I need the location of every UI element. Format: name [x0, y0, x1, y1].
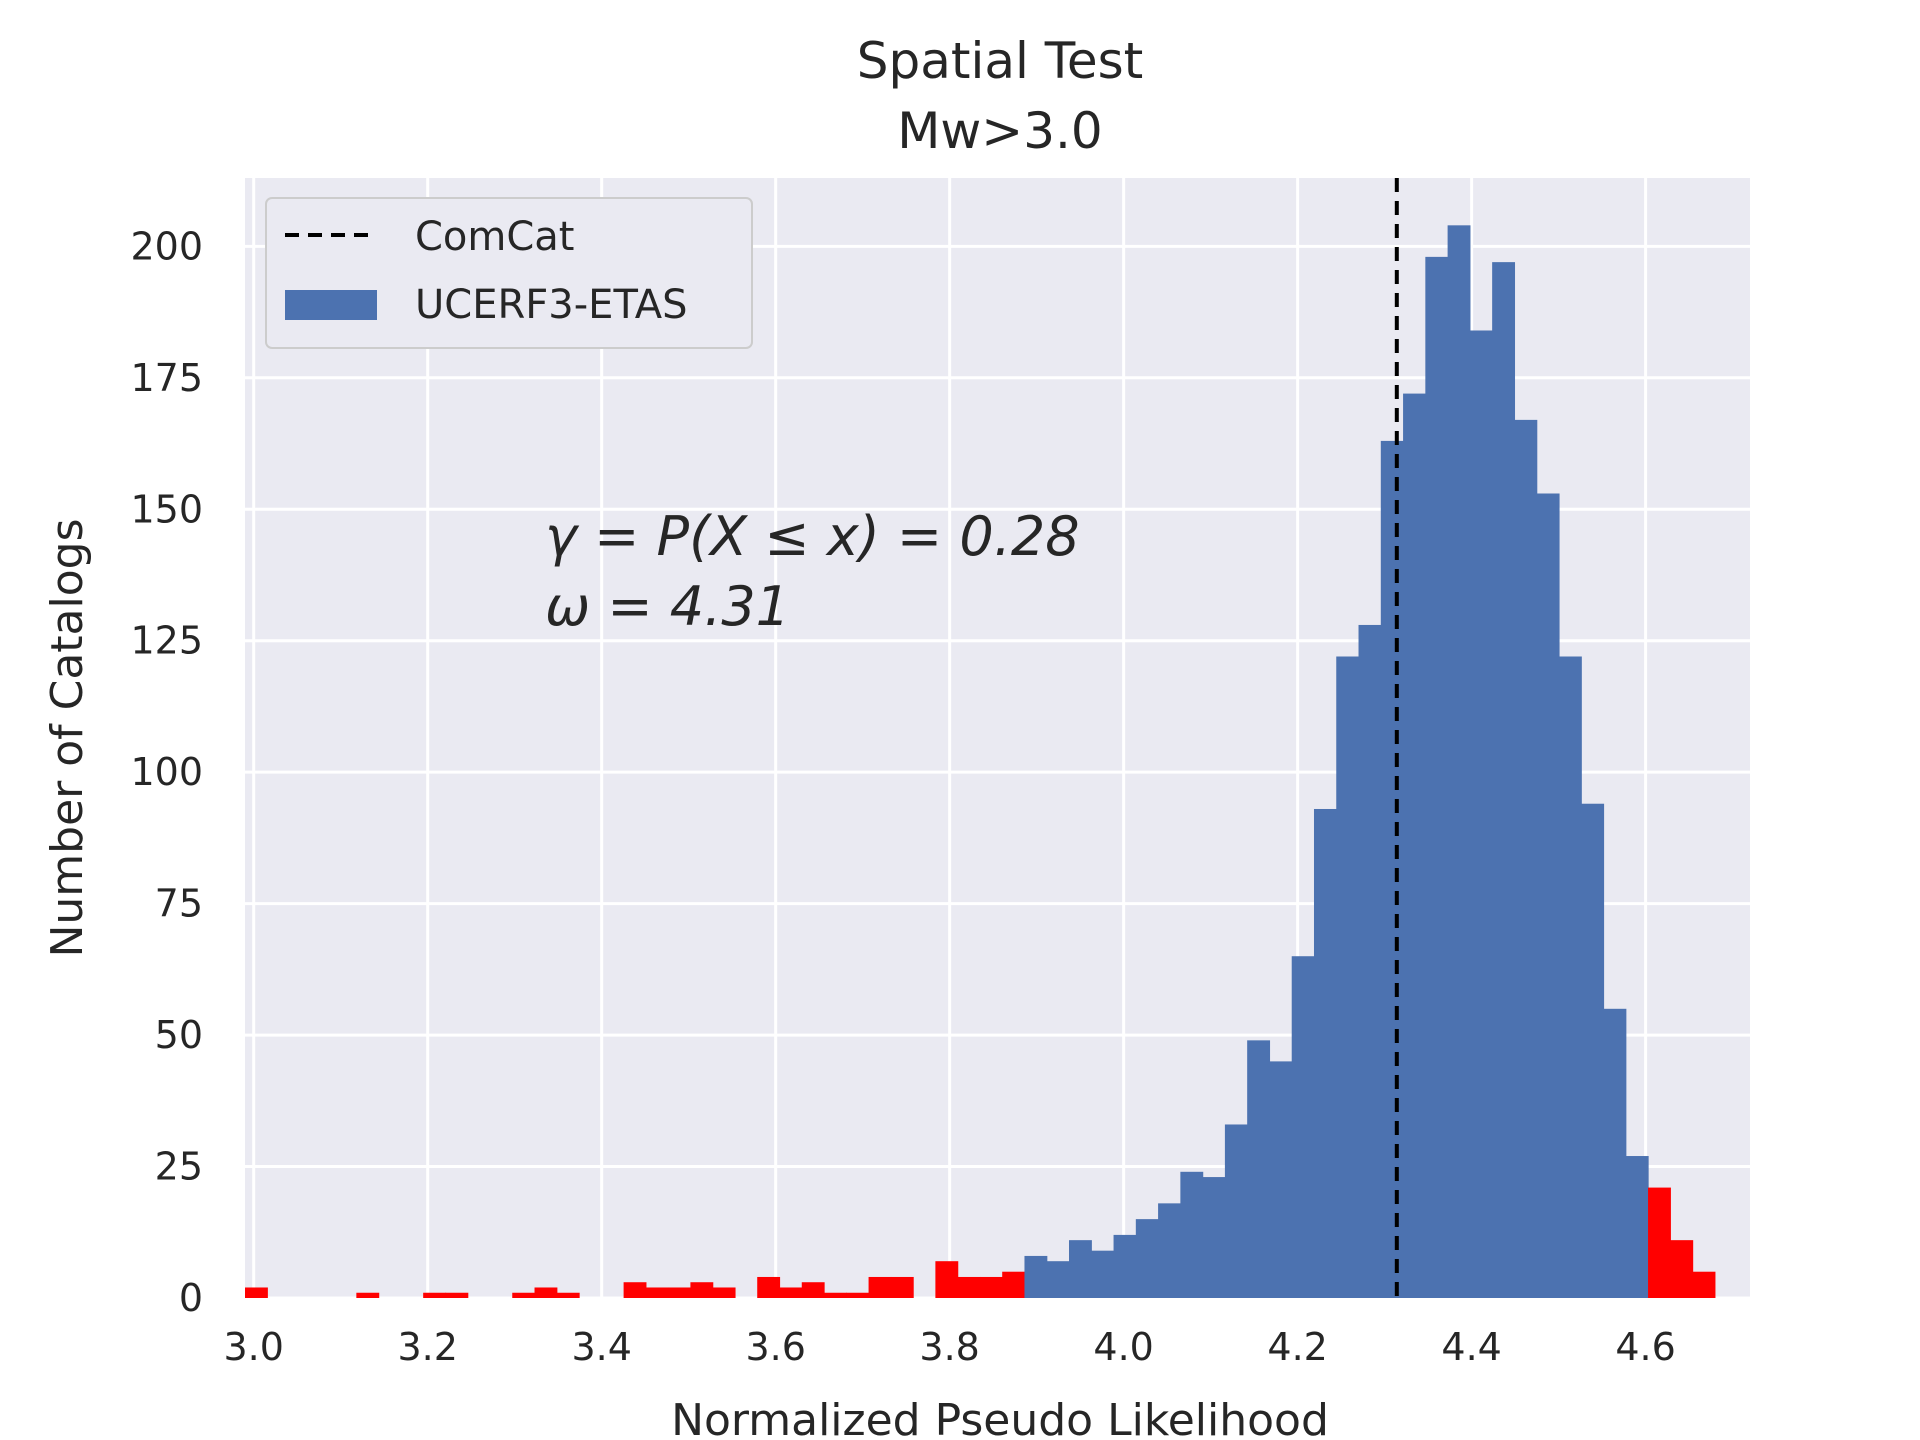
histogram-bar — [1603, 1008, 1627, 1298]
tick-labels: 3.0 3.2 3.4 3.6 3.8 4.0 4.2 4.4 4.6 0 25 50 75 100 125… — [130, 224, 1675, 1369]
legend-ucerf3-swatch — [285, 290, 377, 320]
histogram-bar — [1425, 256, 1449, 1298]
x-tick-label: 4.6 — [1615, 1325, 1675, 1369]
histogram-bar — [1091, 1250, 1115, 1298]
histogram-bar — [1447, 225, 1471, 1298]
histogram-bar — [1514, 419, 1538, 1298]
histogram-bar — [1202, 1177, 1226, 1298]
x-tick-label: 4.0 — [1093, 1325, 1153, 1369]
tail-bar — [1648, 1187, 1671, 1298]
y-tick-label: 175 — [130, 356, 203, 400]
histogram-bar — [1024, 1255, 1048, 1298]
histogram-bar — [1180, 1171, 1204, 1298]
tail-bar — [779, 1287, 803, 1298]
histogram-bar — [1536, 493, 1560, 1299]
y-axis-label: Number of Catalogs — [42, 518, 93, 957]
histogram-bar — [1403, 393, 1426, 1298]
tail-bar — [1002, 1271, 1026, 1298]
omega-annotation: ω = 4.31 — [545, 575, 790, 638]
histogram-bar — [1358, 624, 1382, 1298]
chart-subtitle: Mw>3.0 — [897, 102, 1102, 160]
x-tick-label: 3.2 — [397, 1325, 457, 1369]
tail-bar — [712, 1287, 736, 1298]
x-tick-label: 3.6 — [745, 1325, 805, 1369]
histogram-bar — [1492, 262, 1516, 1298]
legend-box — [265, 197, 753, 349]
x-tick-label: 3.0 — [223, 1325, 283, 1369]
tail-bar — [868, 1276, 892, 1298]
y-tick-label: 200 — [130, 224, 203, 268]
tail-bar — [801, 1282, 825, 1298]
tail-bar — [645, 1287, 669, 1298]
tail-bar — [979, 1276, 1003, 1298]
gamma-annotation: γ = P(X ≤ x) = 0.28 — [545, 505, 1080, 568]
y-tick-label: 75 — [155, 882, 203, 926]
histogram-bar — [1069, 1240, 1092, 1298]
tail-bar — [957, 1276, 981, 1298]
histogram-bar — [1313, 808, 1337, 1298]
x-axis-label: Normalized Pseudo Likelihood — [671, 1395, 1329, 1440]
legend-ucerf3-label: UCERF3-ETAS — [415, 282, 688, 328]
tail-bar — [846, 1292, 870, 1298]
tail-bar — [824, 1292, 847, 1298]
x-tick-label: 3.8 — [919, 1325, 979, 1369]
tail-bar — [690, 1282, 714, 1298]
legend-comcat-label: ComCat — [415, 214, 575, 260]
histogram-bar — [1625, 1156, 1649, 1298]
tail-bar — [935, 1261, 959, 1298]
y-tick-label: 125 — [130, 619, 203, 663]
tail-bar — [757, 1276, 781, 1298]
tail-bar — [1670, 1240, 1694, 1298]
legend: ComCat UCERF3-ETAS — [265, 197, 753, 349]
histogram-bar — [1581, 803, 1605, 1298]
histogram-bar — [1269, 1061, 1293, 1298]
tail-bar — [423, 1292, 447, 1298]
x-tick-label: 3.4 — [571, 1325, 631, 1369]
tail-bar — [356, 1292, 380, 1298]
x-tick-label: 4.4 — [1441, 1325, 1501, 1369]
y-tick-label: 100 — [130, 750, 203, 794]
tail-bar — [512, 1292, 536, 1298]
tail-bar — [623, 1282, 647, 1298]
histogram-bar — [1469, 330, 1493, 1298]
histogram-bar — [1380, 440, 1404, 1299]
histogram-bar — [1247, 1040, 1271, 1298]
chart-title: Spatial Test — [857, 32, 1144, 90]
histogram-bar — [1046, 1261, 1070, 1298]
tail-bar — [245, 1287, 268, 1298]
tail-bar — [445, 1292, 469, 1298]
tail-bar — [556, 1292, 580, 1298]
y-tick-label: 50 — [155, 1013, 203, 1057]
y-tick-label: 0 — [179, 1276, 203, 1320]
histogram-bar — [1336, 656, 1360, 1298]
tail-bar — [668, 1287, 692, 1298]
histogram-bar — [1135, 1219, 1159, 1298]
histogram-bar — [1291, 956, 1315, 1298]
y-tick-label: 150 — [130, 487, 203, 531]
tail-bar — [890, 1276, 914, 1298]
y-tick-label: 25 — [155, 1145, 203, 1189]
histogram-bar — [1158, 1203, 1181, 1298]
histogram-bar — [1558, 656, 1582, 1298]
histogram-bar — [1224, 1124, 1248, 1298]
x-tick-label: 4.2 — [1267, 1325, 1327, 1369]
histogram-bar — [1113, 1234, 1137, 1298]
tail-bar — [534, 1287, 558, 1298]
tail-bar — [1692, 1271, 1716, 1298]
